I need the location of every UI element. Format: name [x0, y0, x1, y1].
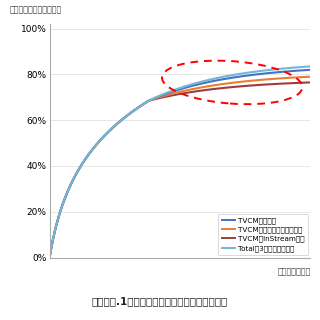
Total（3メニュー出稿）	[48, 256, 52, 260]
Total（3メニュー出稿）	[203, 79, 207, 83]
TVCM＋InStream出稿	[308, 80, 312, 84]
TVCM＋InStream出稿	[203, 88, 207, 92]
Line: Total（3メニュー出稿）: Total（3メニュー出稿）	[50, 66, 310, 258]
TVCM＋インスクロール出稿	[207, 84, 211, 88]
Line: TVCM＋InStream出稿: TVCM＋InStream出稿	[50, 82, 310, 258]
TVCM＋InStream出稿	[202, 88, 206, 92]
TVCM＋インスクロール出稿	[284, 76, 288, 80]
TVCMのみ出稿	[268, 71, 271, 75]
Total（3メニュー出稿）	[49, 251, 52, 254]
TVCMのみ出稿	[48, 256, 52, 260]
Legend: TVCMのみ出稿, TVCM＋インスクロール出稿, TVCM＋InStream出稿, Total（3メニュー出稿）: TVCMのみ出稿, TVCM＋インスクロール出稿, TVCM＋InStream出…	[218, 214, 308, 255]
Total（3メニュー出稿）	[207, 78, 211, 82]
Text: （ターゲットリーチ率）: （ターゲットリーチ率）	[9, 6, 61, 15]
TVCMのみ出稿	[207, 80, 211, 84]
TVCMのみ出稿	[284, 69, 288, 73]
Text: 【グラフ.1】ターゲットリーチ効率の向上効果: 【グラフ.1】ターゲットリーチ効率の向上効果	[92, 297, 228, 307]
TVCM＋インスクロール出稿	[48, 256, 52, 260]
TVCMのみ出稿	[202, 81, 206, 85]
TVCM＋インスクロール出稿	[49, 251, 52, 254]
Total（3メニュー出稿）	[268, 68, 271, 72]
TVCM＋InStream出稿	[49, 251, 52, 254]
TVCMのみ出稿	[203, 81, 207, 85]
TVCM＋インスクロール出稿	[308, 75, 312, 79]
TVCM＋インスクロール出稿	[202, 85, 206, 89]
TVCM＋InStream出稿	[48, 256, 52, 260]
Total（3メニュー出稿）	[202, 79, 206, 83]
TVCM＋インスクロール出稿	[268, 77, 271, 81]
TVCM＋InStream出稿	[284, 82, 288, 85]
Text: （広告出稿額）: （広告出稿額）	[277, 267, 310, 276]
Total（3メニュー出稿）	[308, 64, 312, 68]
Line: TVCM＋インスクロール出稿: TVCM＋インスクロール出稿	[50, 77, 310, 258]
TVCMのみ出稿	[308, 68, 312, 72]
TVCM＋InStream出稿	[268, 82, 271, 86]
TVCM＋インスクロール出稿	[203, 85, 207, 89]
Total（3メニュー出稿）	[284, 66, 288, 70]
TVCMのみ出稿	[49, 251, 52, 254]
Line: TVCMのみ出稿: TVCMのみ出稿	[50, 70, 310, 258]
TVCM＋InStream出稿	[207, 88, 211, 92]
